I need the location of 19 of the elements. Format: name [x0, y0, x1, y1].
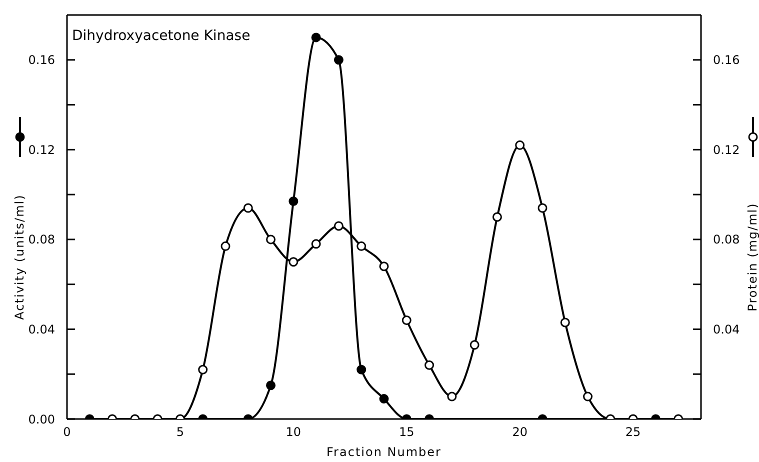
x-tick-label: 20	[512, 424, 528, 439]
y-tick-label: 0.00	[28, 412, 55, 426]
x-tick-label: 25	[625, 424, 641, 439]
x-tick-label: 15	[399, 424, 414, 439]
y2-tick-label: 0.04	[713, 322, 740, 336]
x-axis-title: Fraction Number	[326, 445, 442, 459]
y2-tick-label: 0.16	[713, 53, 740, 68]
y2-tick-label: 0.12	[713, 142, 740, 157]
y2-axis-title: Protein (mg/ml)	[745, 202, 759, 312]
x-tick-label: 5	[176, 424, 184, 439]
y-tick-label: 0.08	[28, 232, 55, 247]
x-tick-label: 10	[286, 424, 302, 439]
y-tick-label: 0.16	[28, 53, 55, 68]
x-tick-label: 0	[63, 424, 71, 439]
y-tick-label: 0.04	[28, 322, 55, 336]
y-axis-title: Activity (units/ml)	[12, 194, 26, 320]
y2-tick-label: 0.08	[713, 232, 740, 247]
y-tick-label: 0.12	[28, 142, 55, 157]
text: Dihydroxyacetone Kinase	[72, 28, 250, 44]
